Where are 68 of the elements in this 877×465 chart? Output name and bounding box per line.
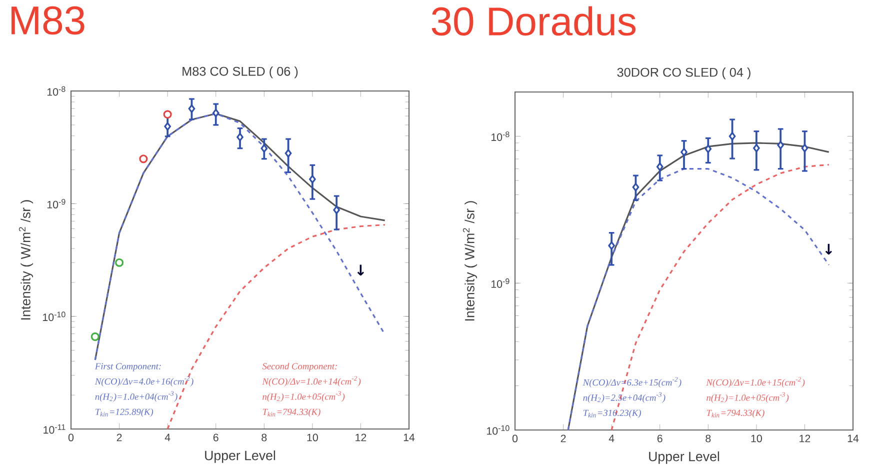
point (656, 162, 664, 171)
annotation: n(H$_{2}$)=1.0e+04(cm$^{-3}$) (95, 391, 178, 402)
point (139, 154, 148, 164)
point (777, 140, 784, 150)
annotation: N(CO)/Δv=1.0e+14(cm$^{-2}$) (262, 376, 361, 386)
point (680, 148, 688, 156)
point (115, 258, 124, 267)
x-tick-label: 4 (164, 434, 170, 442)
annotation: n(H$_{2}$)=2.5e+04(cm$^{-3}$) (583, 392, 666, 403)
x-tick-label: 12 (356, 434, 366, 442)
y-tick-label: 10$^{-10}$ (487, 425, 510, 435)
x-tick-label: 8 (706, 434, 711, 442)
x-tick-label: 2 (560, 434, 566, 442)
chart-subtitle: 30DOR CO SLED ( 04 ) (617, 68, 750, 80)
x-tick-label: 6 (657, 434, 662, 442)
annotation: N(CO)/Δv=4.0e+16(cm$^{-2}$) (94, 376, 194, 386)
annotation: N(CO)/Δv=6.3e+15(cm$^{-2}$) (582, 377, 682, 388)
x-axis-title: Upper Level (205, 450, 276, 463)
point (284, 149, 292, 158)
annotation: ↓ (357, 264, 364, 276)
annotation: T$_{kin}$=125.89(K) (96, 408, 154, 417)
x-tick-label: 0 (512, 434, 518, 442)
annotation: T$_{kin}$=794.33(K) (706, 409, 764, 418)
point (608, 241, 615, 250)
annotation: T$_{kin}$=316.23(K) (583, 409, 641, 418)
x-tick-label: 14 (404, 434, 415, 442)
x-tick-label: 10 (307, 434, 318, 442)
annotation: T$_{kin}$=794.33(K) (262, 408, 320, 417)
y-tick-label: 10$^{-8}$ (47, 86, 66, 96)
point (163, 110, 172, 119)
point (753, 144, 760, 152)
point (704, 144, 712, 154)
annotation: First Component: (94, 363, 161, 372)
x-tick-label: 0 (68, 434, 74, 442)
x-tick-label: 12 (800, 434, 810, 442)
y-tick-label: 10$^{-10}$ (43, 312, 66, 322)
point (309, 174, 316, 184)
x-tick-label: 14 (848, 434, 859, 442)
chart-subtitle: M83 CO SLED ( 06 ) (182, 66, 298, 78)
chart-title: M83 (12, 6, 84, 35)
y-axis-title: Intensity ( W/m$^{2}$ /sr ) (18, 200, 34, 320)
annotation: n(H$_{2}$)=1.0e+05(cm$^{-3}$) (262, 391, 345, 402)
y-tick-label: 10$^{-8}$ (491, 132, 510, 141)
point (212, 108, 220, 118)
point (90, 332, 100, 341)
x-axis-title: Upper Level (649, 451, 720, 464)
chart-title: 30 Doradus (432, 6, 636, 36)
point (728, 132, 736, 140)
annotation: Second Component: (262, 362, 337, 372)
x-tick-label: 8 (262, 434, 267, 442)
x-tick-label: 6 (213, 434, 218, 442)
point (260, 144, 268, 153)
y-tick-label: 10$^{-9}$ (491, 278, 510, 288)
annotation: n(H$_{2}$)=1.0e+05(cm$^{-3}$) (706, 392, 789, 403)
x-tick-label: 10 (751, 434, 762, 442)
y-tick-label: 10$^{-11}$ (44, 424, 66, 434)
y-tick-label: 10$^{-9}$ (47, 198, 66, 208)
x-tick-label: 4 (608, 434, 614, 442)
point (188, 104, 196, 113)
point (236, 132, 244, 142)
point (164, 122, 171, 131)
annotation: N(CO)/Δv=1.0e+15(cm$^{-2}$) (706, 377, 805, 388)
y-axis-title: Intensity ( W/m$^{2}$ /sr ) (462, 201, 478, 320)
point (801, 144, 808, 152)
point (632, 182, 640, 192)
x-tick-label: 2 (116, 434, 122, 442)
point (333, 206, 340, 214)
annotation: ↓ (825, 244, 832, 255)
